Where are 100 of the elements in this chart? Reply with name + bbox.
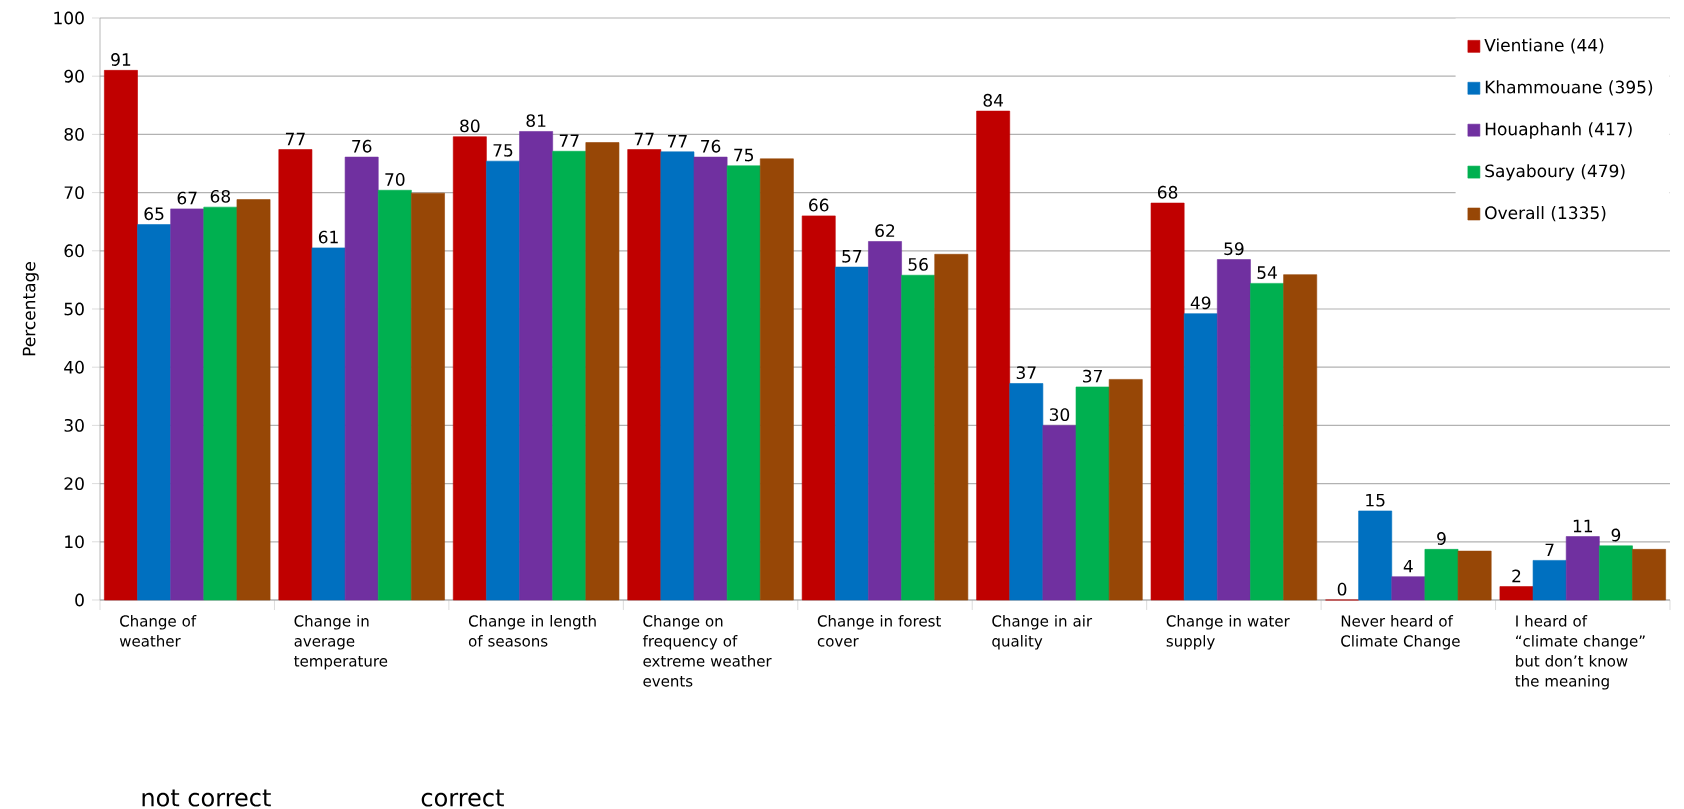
- x-tick-label: Change in forest cover: [817, 615, 941, 647]
- bar: [1599, 545, 1633, 601]
- bar: [660, 151, 695, 601]
- data-label: 91: [111, 53, 131, 66]
- data-label: 15: [1366, 493, 1385, 507]
- legend-label: Houaphanh (417): [1485, 122, 1632, 139]
- bar: [693, 156, 728, 601]
- data-label: 62: [875, 224, 895, 238]
- bar: [1183, 313, 1218, 601]
- data-label: 11: [1573, 519, 1593, 533]
- bar: [627, 149, 662, 601]
- data-label: 68: [210, 189, 231, 203]
- data-label: 66: [809, 198, 829, 212]
- bar: [726, 165, 761, 601]
- y-tick-label: 40: [64, 360, 84, 374]
- bar: [486, 160, 520, 601]
- bar: [934, 253, 969, 601]
- legend-label: Khammouane (395): [1485, 80, 1653, 96]
- data-label: 37: [1083, 369, 1102, 383]
- bar: [1358, 510, 1393, 601]
- data-label: 59: [1224, 242, 1244, 256]
- bar: [311, 247, 346, 601]
- data-label: 2: [1512, 569, 1521, 583]
- y-tick-label: 100: [54, 11, 84, 25]
- data-label: 75: [734, 148, 754, 162]
- data-label: 75: [493, 144, 513, 157]
- data-label: 54: [1257, 266, 1277, 279]
- data-label: 57: [842, 250, 862, 263]
- y-tick-label: 20: [64, 477, 84, 491]
- bar: [1250, 283, 1284, 601]
- data-label: 30: [1049, 408, 1070, 422]
- bar: [585, 142, 620, 601]
- bar: [1009, 383, 1044, 601]
- bar: [203, 206, 238, 601]
- data-label: 76: [701, 139, 721, 153]
- bar: [759, 158, 794, 601]
- data-label: 56: [908, 257, 928, 271]
- bar: [1150, 202, 1185, 601]
- text: not correct: [142, 789, 271, 807]
- data-label: 80: [460, 119, 480, 133]
- bar: [278, 149, 313, 601]
- bar: [452, 136, 487, 601]
- y-tick-label: 50: [64, 302, 84, 316]
- y-tick-label: 70: [64, 186, 84, 200]
- bar: [901, 274, 936, 601]
- bar: [236, 199, 271, 601]
- y-tick-label: 80: [64, 127, 84, 141]
- x-tick-label: Change in air quality: [992, 615, 1093, 650]
- bar: [1565, 536, 1600, 601]
- bar: [1217, 259, 1251, 601]
- x-tick-label: Change on frequency of extreme weather events: [642, 615, 772, 687]
- legend-label: Sayaboury (479): [1485, 164, 1625, 181]
- data-label: 68: [1157, 185, 1178, 199]
- bar: [1457, 550, 1492, 601]
- y-tick-label: 0: [75, 593, 84, 607]
- bar: [1532, 560, 1567, 601]
- data-label: 37: [1016, 366, 1036, 380]
- data-label: 9: [1611, 528, 1621, 542]
- data-label: 81: [526, 114, 546, 128]
- x-tick-label: Change in average temperature: [294, 615, 388, 670]
- bar: [377, 189, 412, 601]
- bar: [344, 156, 379, 601]
- data-label: 61: [318, 230, 338, 244]
- bar: [1424, 549, 1459, 601]
- data-label: 9: [1437, 532, 1446, 545]
- x-tick-label: Change in length of seasons: [468, 615, 596, 647]
- data-label: 77: [667, 135, 687, 148]
- bar: [1042, 425, 1077, 601]
- bar: [834, 266, 869, 601]
- bar: [1632, 549, 1666, 601]
- bar: [104, 70, 138, 601]
- y-tick-label: 60: [64, 244, 84, 258]
- bar: [868, 241, 902, 601]
- text: correct: [421, 789, 504, 807]
- data-label: 77: [285, 132, 305, 146]
- bar: [552, 150, 587, 601]
- x-tick-label: Change in water supply: [1166, 615, 1290, 650]
- bar: [411, 192, 445, 601]
- bar: [801, 215, 836, 601]
- data-label: 76: [352, 139, 372, 153]
- data-label: 49: [1190, 296, 1211, 310]
- data-label: 4: [1403, 559, 1413, 573]
- bar: [1108, 379, 1143, 601]
- bar: [1283, 274, 1318, 601]
- bar: [137, 224, 171, 601]
- data-label: 77: [559, 134, 579, 147]
- data-label: 84: [983, 93, 1003, 107]
- y-tick-label: 90: [64, 69, 84, 83]
- legend-label: Overall (1335): [1485, 206, 1606, 222]
- data-label: 7: [1545, 543, 1554, 557]
- bar: [519, 131, 553, 601]
- x-tick-label: Change of weather: [119, 615, 197, 647]
- x-tick-label: Never heard of Climate Change: [1341, 615, 1460, 650]
- bar: [1499, 586, 1534, 601]
- bar: [170, 208, 205, 601]
- bar: [976, 110, 1011, 601]
- data-label: 65: [144, 207, 164, 221]
- y-tick-label: 10: [65, 535, 84, 549]
- legend-label: Vientiane (44): [1484, 38, 1604, 54]
- data-label: 67: [177, 191, 197, 205]
